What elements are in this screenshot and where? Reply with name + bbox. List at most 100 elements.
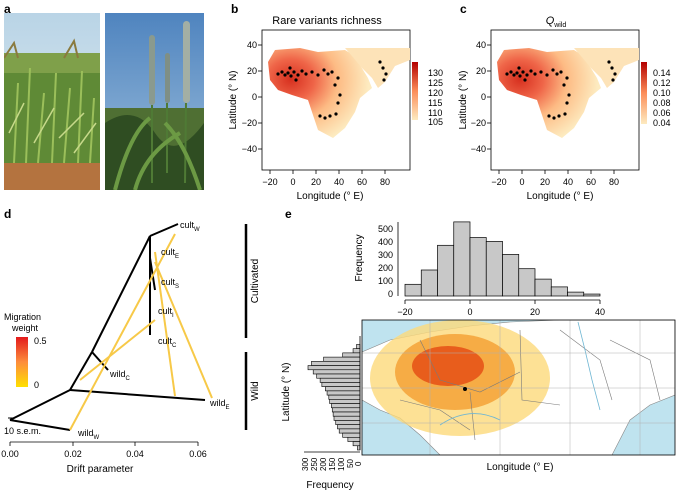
map-b-yaxis: 40 20 0 −20 −40 — [242, 40, 257, 154]
panel-label-e: e — [285, 207, 292, 221]
photo-field-drawing — [4, 13, 100, 190]
top-hist-xtick: 40 — [595, 307, 605, 317]
map-b-ytick: 20 — [247, 66, 257, 76]
map-c: Qwild 40 20 0 −20 −40 −20 0 20 40 — [458, 15, 671, 202]
map-c-ytick: −40 — [471, 144, 486, 154]
top-hist-ytick: 500 — [378, 224, 393, 234]
map-b-colorbar-tick: 110 — [428, 108, 442, 118]
left-hist-bar — [325, 386, 361, 392]
map-c-xtick: 40 — [563, 177, 573, 187]
top-hist-bar — [534, 278, 552, 297]
left-hist-bar — [342, 352, 361, 358]
tree-xtick: 0.00 — [1, 449, 19, 459]
map-b-xaxis: −20 0 20 40 60 80 — [262, 177, 390, 187]
tree-xtick: 0.02 — [64, 449, 82, 459]
left-hist-bar — [331, 407, 361, 413]
top-hist-bar — [518, 268, 536, 297]
map-c-xtick: 60 — [586, 177, 596, 187]
top-histogram-bars — [404, 221, 601, 297]
map-c-colorbar-tick: 0.04 — [653, 118, 671, 128]
left-hist-xtick: 50 — [346, 459, 355, 468]
top-hist-xtick: 0 — [467, 307, 472, 317]
map-b-xtick: −20 — [262, 177, 277, 187]
migration-edges — [69, 233, 213, 431]
top-hist-ytick: 0 — [388, 289, 393, 299]
tree-xtick: 0.06 — [189, 449, 207, 459]
top-hist-bar — [550, 286, 568, 297]
map-b-xtick: 80 — [380, 177, 390, 187]
map-c-colorbar — [641, 62, 647, 124]
left-hist-bar — [335, 420, 361, 425]
map-b-colorbar — [412, 62, 418, 120]
map-b-colorbar-tick: 130 — [428, 68, 443, 78]
top-hist-ytick: 100 — [378, 276, 393, 286]
map-b-title: Rare variants richness — [272, 15, 382, 27]
left-hist-bar — [347, 437, 361, 442]
map-c-xaxis: −20 0 20 40 60 80 — [491, 177, 619, 187]
left-hist-bar — [337, 424, 361, 430]
map-e-frame — [361, 319, 676, 456]
panel-label-a: a — [4, 2, 11, 16]
map-c-ytick: 0 — [481, 92, 486, 102]
left-hist-ylabel: Latitude (° N) — [281, 362, 292, 421]
top-hist-xticks: −20 0 20 40 — [397, 307, 605, 317]
panel-e: 500 400 300 200 100 0 Frequency −20 0 20… — [281, 221, 676, 491]
migration-legend-max: 0.5 — [34, 336, 47, 346]
left-hist-bar — [356, 344, 361, 349]
top-hist-ytick: 400 — [378, 237, 393, 247]
map-c-samples — [505, 60, 617, 120]
left-hist-xlabel: Frequency — [306, 480, 353, 491]
map-c-xlabel: Longitude (° E) — [527, 191, 594, 202]
top-hist-bar — [469, 237, 487, 297]
top-hist-bar — [567, 291, 585, 297]
left-hist-bar — [316, 373, 361, 379]
map-b-ytick: 40 — [247, 40, 257, 50]
leaf-wild-e: wildE — [209, 398, 230, 411]
map-c-xtick: 0 — [519, 177, 524, 187]
map-c-frame — [490, 29, 640, 171]
map-c-ytick: 20 — [476, 66, 486, 76]
map-b-asia — [345, 48, 410, 88]
map-c-colorbar-ticks: 0.14 0.12 0.10 0.08 0.06 0.04 — [653, 68, 671, 128]
map-e-point — [463, 387, 467, 391]
left-histogram-bars — [307, 344, 361, 451]
map-e-xlabel: Longitude (° E) — [487, 462, 554, 473]
map-c-asia — [574, 48, 639, 88]
map-b-ytick: −20 — [242, 118, 257, 128]
map-b-colorbar-tick: 115 — [428, 98, 442, 108]
map-b-xtick: 0 — [290, 177, 295, 187]
map-c-title: Qwild — [546, 15, 567, 29]
tree-xtick: 0.04 — [126, 449, 144, 459]
left-hist-bar — [332, 411, 361, 417]
leaf-cult-i: cultI — [158, 306, 174, 319]
left-hist-xtick: 200 — [319, 457, 328, 471]
map-b-colorbar-tick: 105 — [428, 117, 443, 127]
map-c-yaxis: 40 20 0 −20 −40 — [471, 40, 486, 154]
map-e — [362, 320, 675, 455]
tree-xaxis: 0.00 0.02 0.04 0.06 — [1, 449, 207, 459]
migration-colorbar — [16, 337, 28, 387]
top-hist-bar — [502, 254, 520, 297]
map-b-colorbar-ticks: 130 125 120 115 110 105 — [428, 68, 443, 127]
map-c-colorbar-tick: 0.06 — [653, 108, 671, 118]
left-hist-bar — [342, 432, 361, 438]
map-e-heat-inner — [412, 346, 484, 386]
map-b-ylabel: Latitude (° N) — [228, 70, 239, 129]
top-hist-xtick: 20 — [530, 307, 540, 317]
left-hist-xtick: 250 — [310, 457, 319, 471]
left-hist-xtick: 100 — [337, 457, 346, 471]
map-b-xtick: 40 — [334, 177, 344, 187]
map-c-colorbar-tick: 0.08 — [653, 98, 671, 108]
map-c-ylabel: Latitude (° N) — [458, 70, 469, 129]
top-hist-bar — [420, 269, 438, 297]
migration-legend-min: 0 — [34, 380, 39, 390]
photo-pearl-millet-panicles — [105, 13, 204, 190]
map-c-africa — [497, 48, 601, 138]
scale-bar-label: 10 s.e.m. — [4, 426, 41, 436]
top-hist-ytick: 300 — [378, 250, 393, 260]
map-e-borders — [399, 329, 661, 441]
leaf-cult-w: cultW — [180, 220, 200, 233]
map-b-africa — [268, 48, 372, 138]
map-b-colorbar-tick: 120 — [428, 88, 443, 98]
map-b-xtick: 20 — [311, 177, 321, 187]
